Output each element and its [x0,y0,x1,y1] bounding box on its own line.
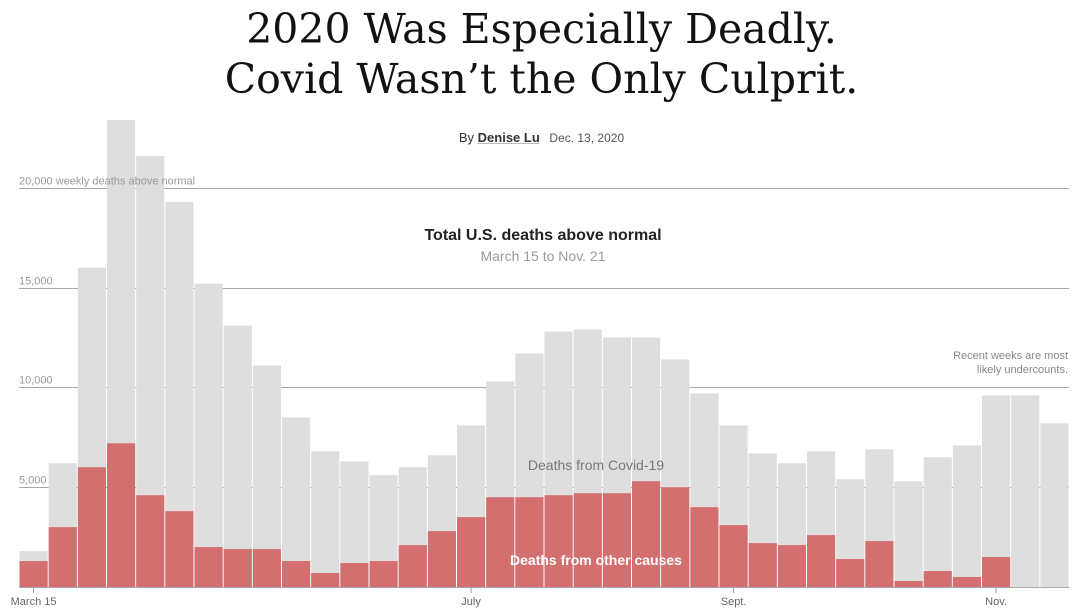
other-causes-bar [252,549,281,587]
chart-subtitle: March 15 to Nov. 21 [480,248,605,264]
other-causes-bar [486,497,515,587]
other-causes-bar [340,563,369,587]
other-causes-bar [136,495,165,587]
other-causes-bar [602,493,631,587]
total-bar [1040,423,1069,587]
other-causes-bar [311,573,340,587]
headline-line-2: Covid Wasn’t the Only Culprit. [224,55,859,103]
x-tick-label: March 15 [11,596,57,608]
other-causes-bar [719,525,748,587]
other-causes-bars [19,443,1011,587]
x-tick-label: Nov. [985,596,1007,608]
total-bar [1011,395,1040,587]
total-bar [894,481,923,587]
other-causes-bar [982,557,1011,587]
total-bar [311,451,340,587]
other-causes-bar [515,497,544,587]
total-bar [952,445,981,587]
other-causes-bar [952,577,981,587]
other-causes-bar [661,487,690,587]
other-causes-bar [573,493,602,587]
other-causes-bar [836,559,865,587]
other-causes-bar [544,495,573,587]
total-bar [194,283,223,587]
headline: 2020 Was Especially Deadly. Covid Wasn’t… [0,4,1083,104]
y-tick-label-10000: 10,000 [19,375,53,387]
total-bar [982,395,1011,587]
undercount-note-line-2: likely undercounts. [977,364,1068,376]
byline: By Denise Lu Dec. 13, 2020 [0,130,1083,145]
y-axis-labels: 5,000 10,000 15,000 20,000 weekly deaths ab… [19,176,195,487]
other-causes-bar [48,527,77,587]
other-causes-bar [282,561,311,587]
y-tick-label-20000: 20,000 weekly deaths above normal [19,176,195,188]
other-causes-bar [165,511,194,587]
other-causes-bar [457,517,486,587]
x-tick-label: Sept. [721,596,747,608]
other-causes-bar [865,541,894,587]
headline-line-1: 2020 Was Especially Deadly. [246,5,837,53]
other-causes-bar [632,481,661,587]
other-causes-bar [894,581,923,587]
other-causes-bar [748,543,777,587]
other-causes-bar [427,531,456,587]
undercount-note-line-1: Recent weeks are most [953,350,1068,362]
y-tick-label-15000: 15,000 [19,276,53,288]
other-causes-series-label: Deaths from other causes [510,552,682,568]
other-causes-bar [194,547,223,587]
total-bar [923,457,952,587]
author-link[interactable]: Denise Lu [477,130,540,145]
gridlines [19,188,1069,588]
other-causes-bar [690,507,719,587]
other-causes-bar [777,545,806,587]
other-causes-bar [398,545,427,587]
other-causes-bar [77,467,106,587]
total-bar [282,417,311,587]
y-tick-label-5000: 5,000 [19,475,47,487]
other-causes-bar [923,571,952,587]
publish-date: Dec. 13, 2020 [549,131,625,145]
other-causes-bar [369,561,398,587]
other-causes-bar [19,561,48,587]
covid-series-label: Deaths from Covid-19 [528,457,664,473]
total-bar [223,325,252,587]
other-causes-bar [223,549,252,587]
other-causes-bar [807,535,836,587]
chart-title: Total U.S. deaths above normal [424,227,661,244]
x-tick-label: July [461,596,481,608]
x-axis-labels: March 15 July Sept. Nov. [11,587,1007,608]
other-causes-bar [107,443,136,587]
byline-prefix: By [458,130,475,145]
